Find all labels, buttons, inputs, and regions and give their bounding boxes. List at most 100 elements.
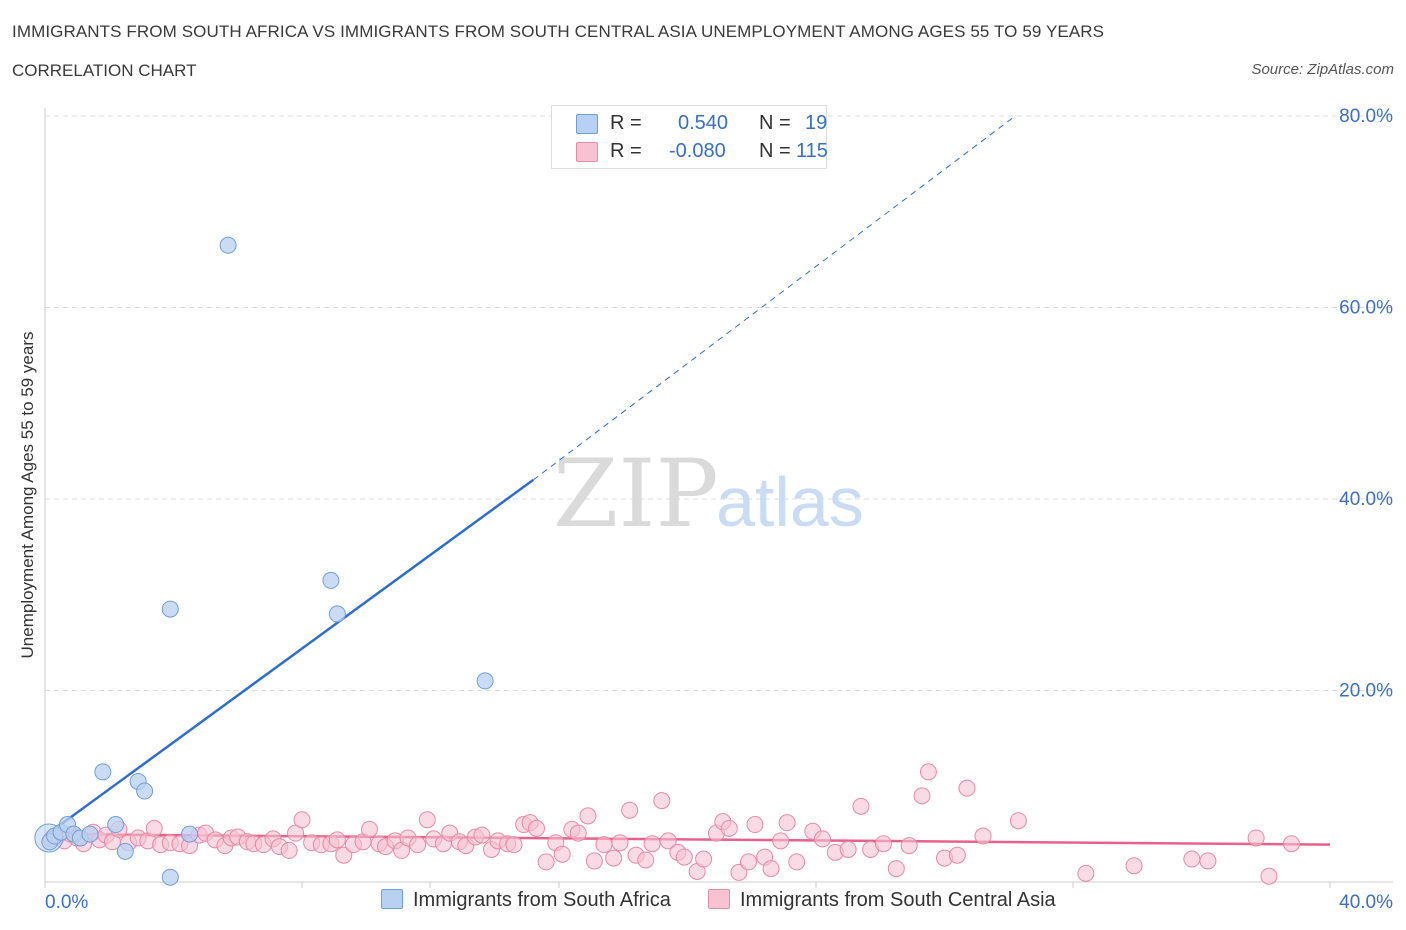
pink-point bbox=[595, 836, 613, 854]
chart-subtitle: CORRELATION CHART bbox=[12, 61, 197, 80]
pink-point bbox=[778, 814, 796, 832]
legend-n-label: N = bbox=[759, 140, 791, 162]
watermark: ZIP atlas bbox=[553, 440, 864, 549]
bottom-legend-swatch-pink bbox=[708, 889, 730, 909]
legend-n-value-blue: 19 bbox=[805, 112, 828, 134]
pink-point bbox=[874, 835, 892, 853]
pink-point bbox=[1247, 829, 1265, 847]
pink-point bbox=[145, 819, 163, 837]
watermark-zip: ZIP bbox=[553, 440, 719, 549]
pink-point bbox=[695, 850, 713, 868]
y-tick-label: 80.0% bbox=[1339, 106, 1393, 127]
pink-point bbox=[1009, 812, 1027, 830]
blue-point bbox=[161, 600, 179, 618]
x-tick-label: 0.0% bbox=[45, 892, 88, 913]
legend-n-label: N = bbox=[759, 112, 791, 134]
pink-point bbox=[505, 836, 523, 854]
source-label: Source: ZipAtlas.com bbox=[1251, 61, 1394, 78]
axes bbox=[44, 108, 1393, 883]
pink-point bbox=[839, 840, 857, 858]
correlation-legend: R = 0.540 N = 19 R = -0.080 N = 115 bbox=[551, 105, 828, 169]
series-south-central-asia bbox=[42, 763, 1300, 885]
legend-r-value-blue: 0.540 bbox=[678, 112, 729, 134]
pink-point bbox=[537, 853, 555, 871]
pink-point bbox=[788, 853, 806, 871]
y-tick-label: 20.0% bbox=[1339, 681, 1393, 702]
pink-point bbox=[900, 837, 918, 855]
pink-point bbox=[280, 841, 298, 859]
trend-line-south-africa bbox=[44, 478, 535, 838]
trend-line-south-central-asia bbox=[44, 832, 1331, 846]
trend-lines bbox=[44, 115, 1331, 846]
bottom-legend-label-pink: Immigrants from South Central Asia bbox=[740, 889, 1056, 911]
pink-point bbox=[813, 830, 831, 848]
pink-point bbox=[887, 860, 905, 878]
pink-point bbox=[762, 860, 780, 878]
chart-title: IMMIGRANTS FROM SOUTH AFRICA VS IMMIGRAN… bbox=[12, 22, 1105, 41]
blue-point bbox=[219, 236, 237, 254]
pink-point bbox=[746, 816, 764, 834]
pink-point bbox=[720, 819, 738, 837]
pink-point bbox=[919, 763, 937, 781]
pink-point bbox=[958, 779, 976, 797]
bottom-legend-swatch-blue bbox=[381, 889, 403, 909]
blue-point bbox=[328, 605, 346, 623]
legend-r-label: R = bbox=[610, 112, 642, 134]
y-tick-label: 40.0% bbox=[1339, 489, 1393, 510]
y-tick-label: 60.0% bbox=[1339, 298, 1393, 319]
pink-point bbox=[553, 845, 571, 863]
pink-point bbox=[605, 849, 623, 867]
pink-point bbox=[528, 819, 546, 837]
blue-point bbox=[322, 571, 340, 589]
y-axis-label: Unemployment Among Ages 55 to 59 years bbox=[18, 331, 37, 659]
pink-point bbox=[569, 824, 587, 842]
pink-point bbox=[328, 831, 346, 849]
pink-point bbox=[1183, 850, 1201, 868]
pink-point bbox=[621, 801, 639, 819]
series-south-africa bbox=[34, 236, 494, 886]
pink-point bbox=[637, 851, 655, 869]
trend-line-south-africa-extension bbox=[532, 115, 1016, 481]
legend-r-label: R = bbox=[610, 140, 642, 162]
pink-point bbox=[653, 792, 671, 810]
blue-point bbox=[94, 763, 112, 781]
x-tick-label: 40.0% bbox=[1339, 892, 1393, 913]
pink-point bbox=[611, 834, 629, 852]
pink-point bbox=[1260, 867, 1278, 885]
blue-point bbox=[81, 825, 99, 843]
blue-point bbox=[136, 782, 154, 800]
pink-point bbox=[293, 811, 311, 829]
pink-point bbox=[360, 820, 378, 838]
legend-swatch-blue bbox=[576, 114, 598, 134]
blue-point bbox=[116, 842, 134, 860]
bottom-legend-south-africa: Immigrants from South Africa bbox=[381, 889, 671, 912]
pink-point bbox=[948, 846, 966, 864]
blue-point bbox=[161, 868, 179, 886]
pink-point bbox=[740, 853, 758, 871]
pink-point bbox=[1125, 857, 1143, 875]
pink-point bbox=[579, 807, 597, 825]
pink-point bbox=[772, 832, 790, 850]
pink-point bbox=[913, 787, 931, 805]
pink-point bbox=[335, 846, 353, 864]
blue-point bbox=[181, 825, 199, 843]
pink-point bbox=[852, 797, 870, 815]
pink-point bbox=[659, 832, 677, 850]
pink-point bbox=[643, 835, 661, 853]
pink-point bbox=[1077, 864, 1095, 882]
pink-point bbox=[675, 848, 693, 866]
axis-ticks: 20.0% 40.0% 60.0% 80.0% 0.0% 40.0% bbox=[44, 106, 1393, 913]
pink-point bbox=[585, 852, 603, 870]
watermark-atlas: atlas bbox=[716, 463, 864, 541]
pink-point bbox=[1282, 835, 1300, 853]
blue-point bbox=[107, 816, 125, 834]
legend-r-value-pink: -0.080 bbox=[669, 140, 726, 162]
bottom-legend-label-blue: Immigrants from South Africa bbox=[413, 889, 671, 911]
pink-point bbox=[974, 827, 992, 845]
pink-point bbox=[473, 826, 491, 844]
bottom-legend-south-central-asia: Immigrants from South Central Asia bbox=[708, 889, 1056, 912]
pink-point bbox=[730, 863, 748, 881]
pink-point bbox=[418, 811, 436, 829]
legend-n-value-pink: 115 bbox=[796, 140, 828, 162]
